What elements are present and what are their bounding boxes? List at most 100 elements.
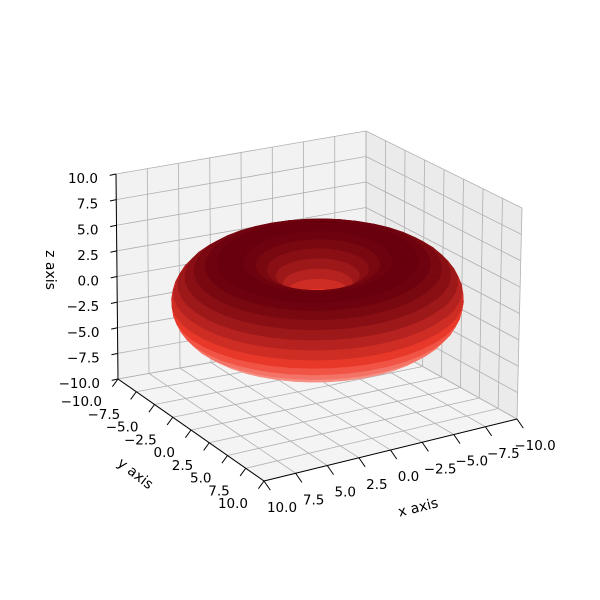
right-pane-grid-line bbox=[516, 207, 523, 420]
torus-surface bbox=[171, 218, 464, 383]
z-tick-label: 7.5 bbox=[77, 197, 98, 213]
y-axis-label: y axis bbox=[114, 455, 156, 493]
x-tick bbox=[453, 434, 461, 444]
surface-patch bbox=[229, 259, 244, 266]
surface-patch bbox=[229, 264, 246, 271]
surface-patch bbox=[318, 278, 324, 290]
x-tick-label: 7.5 bbox=[303, 492, 324, 508]
z-tick bbox=[109, 173, 117, 176]
surface-patch bbox=[390, 261, 406, 268]
surface-patch bbox=[308, 224, 323, 233]
y-tick-label: 10.0 bbox=[218, 496, 248, 512]
z-tick bbox=[110, 250, 117, 253]
right-pane-grid-line bbox=[365, 130, 523, 209]
surface-patch bbox=[310, 340, 332, 352]
x-tick-label: −10.0 bbox=[514, 438, 555, 454]
surface-patch bbox=[289, 349, 311, 361]
right-pane-grid-line bbox=[365, 156, 522, 235]
x-tick bbox=[484, 426, 493, 437]
x-tick-label: −7.5 bbox=[487, 446, 520, 462]
y-tick bbox=[148, 404, 155, 413]
x-tick bbox=[326, 465, 334, 475]
z-tick-label: −10.0 bbox=[59, 376, 100, 392]
x-tick-label: 0.0 bbox=[398, 469, 419, 485]
z-tick bbox=[111, 352, 118, 356]
surface-patch bbox=[310, 231, 322, 241]
surface-patch bbox=[250, 344, 271, 358]
surface-patch bbox=[309, 278, 316, 290]
surface-patch bbox=[329, 328, 351, 341]
surface-patch bbox=[311, 302, 329, 312]
surface-patch bbox=[310, 374, 332, 380]
right-pane-grid-line bbox=[365, 181, 521, 262]
surface-patch bbox=[312, 296, 328, 304]
x-tick bbox=[421, 441, 429, 452]
surface-patch bbox=[320, 231, 333, 241]
surface-patch bbox=[269, 347, 291, 360]
y-tick bbox=[166, 416, 174, 426]
surface-patch bbox=[330, 348, 353, 361]
surface-patch bbox=[321, 220, 338, 227]
tick-marks bbox=[109, 173, 524, 491]
surface-patch bbox=[312, 248, 321, 260]
surface-patch bbox=[327, 309, 348, 321]
x-tick-label: 10.0 bbox=[267, 500, 297, 516]
surface-patch bbox=[311, 310, 330, 321]
left-pane-grid-line bbox=[116, 181, 367, 226]
z-tick-label: −7.5 bbox=[67, 350, 100, 366]
y-tick-label: −5.0 bbox=[106, 420, 139, 436]
surface-patch bbox=[328, 318, 350, 331]
surface-patch bbox=[326, 301, 345, 312]
x-tick-label: 5.0 bbox=[335, 485, 356, 501]
surface-patch bbox=[402, 251, 419, 258]
y-tick bbox=[130, 391, 137, 400]
surface-patch bbox=[289, 339, 312, 352]
x-tick-label: −2.5 bbox=[424, 461, 457, 477]
left-pane-grid-line bbox=[116, 207, 367, 252]
surface-patch bbox=[313, 258, 320, 270]
z-tick bbox=[109, 199, 117, 202]
right-pane-grid-line bbox=[459, 179, 464, 388]
surface-patch bbox=[320, 224, 335, 233]
surface-patch bbox=[312, 292, 327, 298]
x-tick-label: −5.0 bbox=[455, 454, 488, 470]
y-tick bbox=[239, 467, 247, 477]
y-tick-label: 2.5 bbox=[172, 458, 193, 474]
y-tick-label: −10.0 bbox=[61, 394, 102, 410]
surface-patch bbox=[322, 279, 328, 290]
y-tick bbox=[111, 378, 119, 387]
x-tick bbox=[358, 457, 366, 468]
z-tick-label: 5.0 bbox=[77, 222, 98, 238]
y-tick-label: 5.0 bbox=[190, 471, 211, 487]
surface-patch bbox=[314, 278, 320, 289]
x-tick bbox=[516, 418, 524, 429]
x-axis-label: x axis bbox=[397, 495, 440, 520]
surface-patch bbox=[313, 268, 320, 280]
surface-patch bbox=[310, 319, 331, 331]
z-tick bbox=[111, 378, 119, 381]
x-tick-label: 2.5 bbox=[366, 477, 387, 493]
z-tick-label: −2.5 bbox=[66, 299, 99, 315]
y-tick-label: 0.0 bbox=[154, 445, 175, 461]
x-tick bbox=[263, 480, 271, 491]
right-pane-grid-line bbox=[478, 188, 484, 399]
y-tick bbox=[257, 480, 265, 489]
z-tick bbox=[110, 301, 118, 305]
left-pane-grid-line bbox=[116, 156, 367, 201]
y-tick-label: −7.5 bbox=[87, 407, 120, 423]
surface-patch bbox=[295, 302, 314, 312]
surface-patch bbox=[330, 338, 352, 351]
floor-grid-line bbox=[245, 408, 499, 469]
y-tick-label: 7.5 bbox=[208, 483, 229, 499]
y-tick bbox=[203, 442, 210, 451]
surface-patch bbox=[310, 367, 332, 376]
surface-patch bbox=[311, 239, 321, 250]
floor-grid-line bbox=[227, 397, 480, 456]
z-tick bbox=[111, 327, 118, 330]
tick-labels: 10.07.55.02.50.0−2.5−5.0−7.5−10.0−10.0−7… bbox=[59, 171, 556, 516]
z-tick bbox=[110, 224, 117, 228]
surface-patch bbox=[310, 329, 332, 342]
surface-patch bbox=[310, 350, 332, 361]
